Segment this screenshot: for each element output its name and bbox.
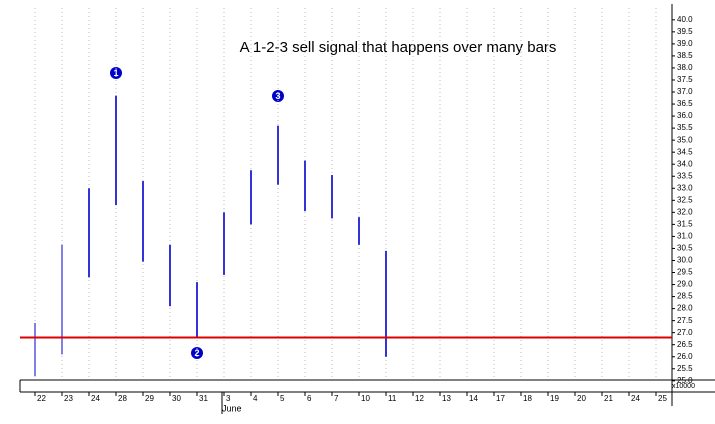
x-tick-label: 3 bbox=[226, 394, 231, 403]
y-tick-label: 33.5 bbox=[677, 171, 693, 180]
x-tick-label: 13 bbox=[442, 394, 451, 403]
y-tick-label: 35.0 bbox=[677, 135, 693, 144]
y-tick-label: 30.5 bbox=[677, 244, 693, 253]
y-tick-label: 38.0 bbox=[677, 63, 693, 72]
x-tick-label: 29 bbox=[145, 394, 154, 403]
y-tick-label: 26.0 bbox=[677, 352, 693, 361]
y-tick-label: 40.0 bbox=[677, 15, 693, 24]
y-tick-label: 26.5 bbox=[677, 340, 693, 349]
y-tick-label: 28.5 bbox=[677, 292, 693, 301]
month-label: June bbox=[222, 403, 242, 413]
volume-label: x10000 bbox=[672, 383, 695, 390]
y-tick-label: 36.5 bbox=[677, 99, 693, 108]
x-tick-label: 4 bbox=[253, 394, 258, 403]
y-tick-label: 28.0 bbox=[677, 304, 693, 313]
y-tick-label: 36.0 bbox=[677, 111, 693, 120]
y-tick-label: 31.0 bbox=[677, 232, 693, 241]
y-tick-label: 25.5 bbox=[677, 364, 693, 373]
y-tick-label: 37.0 bbox=[677, 87, 693, 96]
x-tick-label: 17 bbox=[496, 394, 505, 403]
x-tick-label: 10 bbox=[361, 394, 370, 403]
y-tick-label: 34.0 bbox=[677, 159, 693, 168]
y-tick-label: 27.5 bbox=[677, 316, 693, 325]
x-tick-label: 7 bbox=[334, 394, 339, 403]
chart-title: A 1-2-3 sell signal that happens over ma… bbox=[240, 39, 557, 56]
y-tick-label: 38.5 bbox=[677, 51, 693, 60]
y-tick-label: 29.0 bbox=[677, 280, 693, 289]
x-tick-label: 23 bbox=[64, 394, 73, 403]
x-tick-label: 30 bbox=[172, 394, 181, 403]
x-tick-label: 18 bbox=[523, 394, 532, 403]
annotation-label: 3 bbox=[275, 91, 280, 101]
x-tick-label: 11 bbox=[388, 394, 397, 403]
x-tick-label: 28 bbox=[118, 394, 127, 403]
y-tick-label: 29.5 bbox=[677, 268, 693, 277]
y-tick-label: 32.5 bbox=[677, 195, 693, 204]
y-tick-label: 39.0 bbox=[677, 39, 693, 48]
y-tick-label: 30.0 bbox=[677, 256, 693, 265]
y-tick-label: 25.0 bbox=[677, 376, 693, 385]
x-tick-label: 6 bbox=[307, 394, 312, 403]
x-tick-label: 31 bbox=[199, 394, 208, 403]
y-tick-label: 35.5 bbox=[677, 123, 693, 132]
y-tick-label: 39.5 bbox=[677, 27, 693, 36]
x-tick-label: 19 bbox=[550, 394, 559, 403]
x-tick-label: 20 bbox=[577, 394, 586, 403]
y-tick-label: 31.5 bbox=[677, 219, 693, 228]
x-tick-label: 24 bbox=[631, 394, 640, 403]
x-tick-label: 22 bbox=[37, 394, 46, 403]
y-tick-label: 33.0 bbox=[677, 183, 693, 192]
y-tick-label: 32.0 bbox=[677, 207, 693, 216]
x-tick-label: 14 bbox=[469, 394, 478, 403]
x-tick-label: 12 bbox=[415, 394, 424, 403]
x-tick-label: 21 bbox=[604, 394, 613, 403]
y-tick-label: 37.5 bbox=[677, 75, 693, 84]
x-tick-label: 5 bbox=[280, 394, 285, 403]
x-tick-label: 24 bbox=[91, 394, 100, 403]
x-tick-label: 25 bbox=[658, 394, 667, 403]
y-tick-label: 34.5 bbox=[677, 147, 693, 156]
y-tick-label: 27.0 bbox=[677, 328, 693, 337]
